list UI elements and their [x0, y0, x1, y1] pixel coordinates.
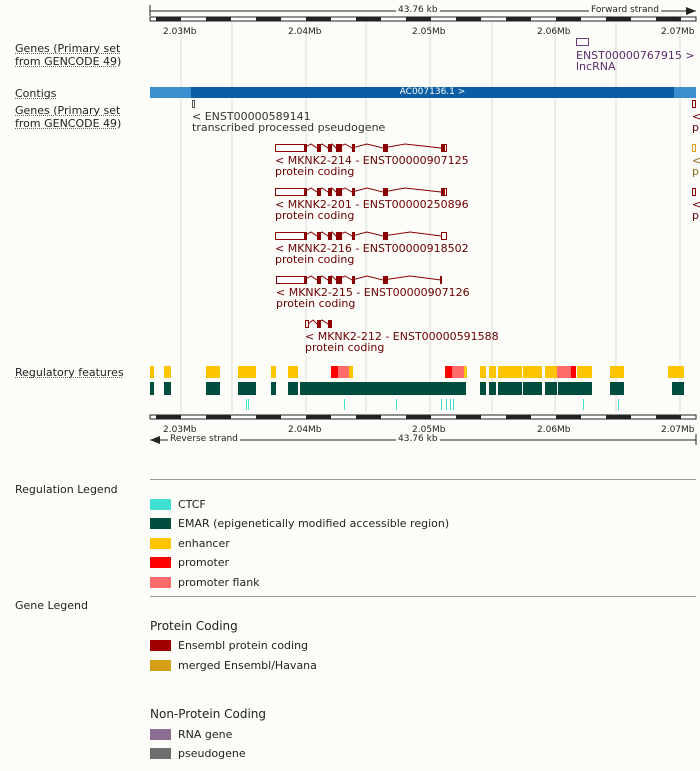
transcript-mknk2-212 [305, 319, 332, 328]
rna-gene-swatch [150, 728, 171, 740]
ruler-length-bottom: 43.76 kb [396, 434, 440, 444]
emar-swatch [150, 517, 171, 529]
legend-divider [150, 479, 696, 480]
forward-gene-id[interactable]: ENST00000767915 > [576, 49, 695, 62]
edge-fragment: < [692, 198, 700, 211]
reverse-transcripts [192, 100, 696, 328]
legend-item-pseudogene: pseudogene [150, 746, 246, 760]
regulatory-features[interactable] [0, 364, 700, 414]
transcript-label[interactable]: < MKNK2-201 - ENST00000250896 [275, 198, 469, 211]
transcript-biotype: protein coding [305, 341, 385, 354]
transcript-mknk2-215 [276, 275, 442, 284]
edge-fragment: < [692, 154, 700, 167]
regulation-legend-title: Regulation Legend [15, 483, 118, 496]
forward-strand-label: Forward strand [589, 5, 661, 15]
protein-coding-swatch [150, 639, 171, 651]
legend-item-label: pseudogene [178, 746, 246, 760]
forward-gene-glyph[interactable] [0, 36, 700, 48]
promoter-flank-swatch [150, 576, 171, 588]
protein-coding-title: Protein Coding [150, 619, 238, 633]
pseudogene-glyph [192, 100, 195, 108]
edge-fragment: < [692, 110, 700, 123]
legend-item-label: enhancer [178, 536, 230, 550]
tick-label: 2.03Mb [163, 425, 197, 435]
legend-item-label: merged Ensembl/Havana [178, 658, 317, 672]
tick-label: 2.04Mb [288, 425, 322, 435]
legend-item-merged-havana: merged Ensembl/Havana [150, 658, 317, 672]
contig-segment[interactable] [191, 87, 674, 98]
transcript-mknk2-214 [275, 143, 447, 152]
legend-item-label: promoter [178, 555, 230, 569]
transcript-biotype: transcribed processed pseudogene [192, 121, 386, 134]
legend-item-emar: EMAR (epigenetically modified accessible… [150, 516, 449, 530]
track-label-genes-reverse[interactable]: Genes (Primary set from GENCODE 49) [15, 104, 122, 130]
ruler-length-top: 43.76 kb [396, 5, 440, 15]
edge-fragment: pr [692, 209, 700, 222]
transcript-biotype: protein coding [275, 209, 355, 222]
pseudogene-swatch [150, 747, 171, 759]
transcript-label[interactable]: < MKNK2-212 - ENST00000591588 [305, 330, 499, 343]
tick-label: 2.07Mb [661, 27, 695, 37]
transcript-biotype: protein coding [275, 165, 355, 178]
legend-item-rna-gene: RNA gene [150, 727, 232, 741]
legend-item-promoter-flank: promoter flank [150, 575, 260, 589]
transcript-label[interactable]: < ENST00000589141 [192, 110, 311, 123]
tick-label: 2.04Mb [288, 27, 322, 37]
legend-item-label: promoter flank [178, 575, 260, 589]
transcript-biotype: protein coding [276, 297, 356, 310]
legend-item-ensembl-protein-coding: Ensembl protein coding [150, 638, 308, 652]
transcript-label[interactable]: < MKNK2-214 - ENST00000907125 [275, 154, 469, 167]
non-protein-coding-title: Non-Protein Coding [150, 707, 267, 721]
edge-fragment: pr [692, 165, 700, 178]
tick-label: 2.06Mb [537, 27, 571, 37]
gene-legend-title: Gene Legend [15, 599, 88, 612]
legend-item-ctcf: CTCF [150, 497, 206, 511]
transcript-label[interactable]: < MKNK2-215 - ENST00000907126 [276, 286, 470, 299]
enhancer-swatch [150, 537, 171, 549]
forward-gene-biotype: lncRNA [576, 60, 616, 73]
track-label-contigs[interactable]: Contigs [15, 87, 57, 100]
track-label-genes-forward[interactable]: Genes (Primary set from GENCODE 49) [15, 42, 122, 68]
legend-divider [150, 596, 696, 597]
transcript-biotype: protein coding [275, 253, 355, 266]
transcript-label[interactable]: < MKNK2-216 - ENST00000918502 [275, 242, 469, 255]
legend-item-enhancer: enhancer [150, 536, 230, 550]
tick-label: 2.05Mb [412, 27, 446, 37]
promoter-swatch [150, 556, 171, 568]
edge-fragment: pr [692, 121, 700, 134]
tick-label: 2.05Mb [412, 425, 446, 435]
legend-item-label: EMAR (epigenetically modified accessible… [178, 516, 450, 530]
tick-label: 2.07Mb [661, 425, 695, 435]
reverse-strand-label: Reverse strand [168, 434, 240, 444]
merged-swatch [150, 659, 171, 671]
ctcf-swatch [150, 498, 171, 510]
transcript-mknk2-216 [275, 231, 447, 240]
legend-item-label: CTCF [178, 497, 206, 511]
track-label-regulatory[interactable]: Regulatory features [15, 366, 124, 379]
legend-item-promoter: promoter [150, 555, 229, 569]
legend-item-label: RNA gene [178, 727, 233, 741]
tick-label: 2.06Mb [537, 425, 571, 435]
contig-label: AC007136.1 > [399, 87, 466, 97]
bottom-ruler [149, 414, 697, 445]
legend-item-label: Ensembl protein coding [178, 638, 309, 652]
transcript-mknk2-201 [275, 187, 447, 196]
tick-label: 2.03Mb [163, 27, 197, 37]
